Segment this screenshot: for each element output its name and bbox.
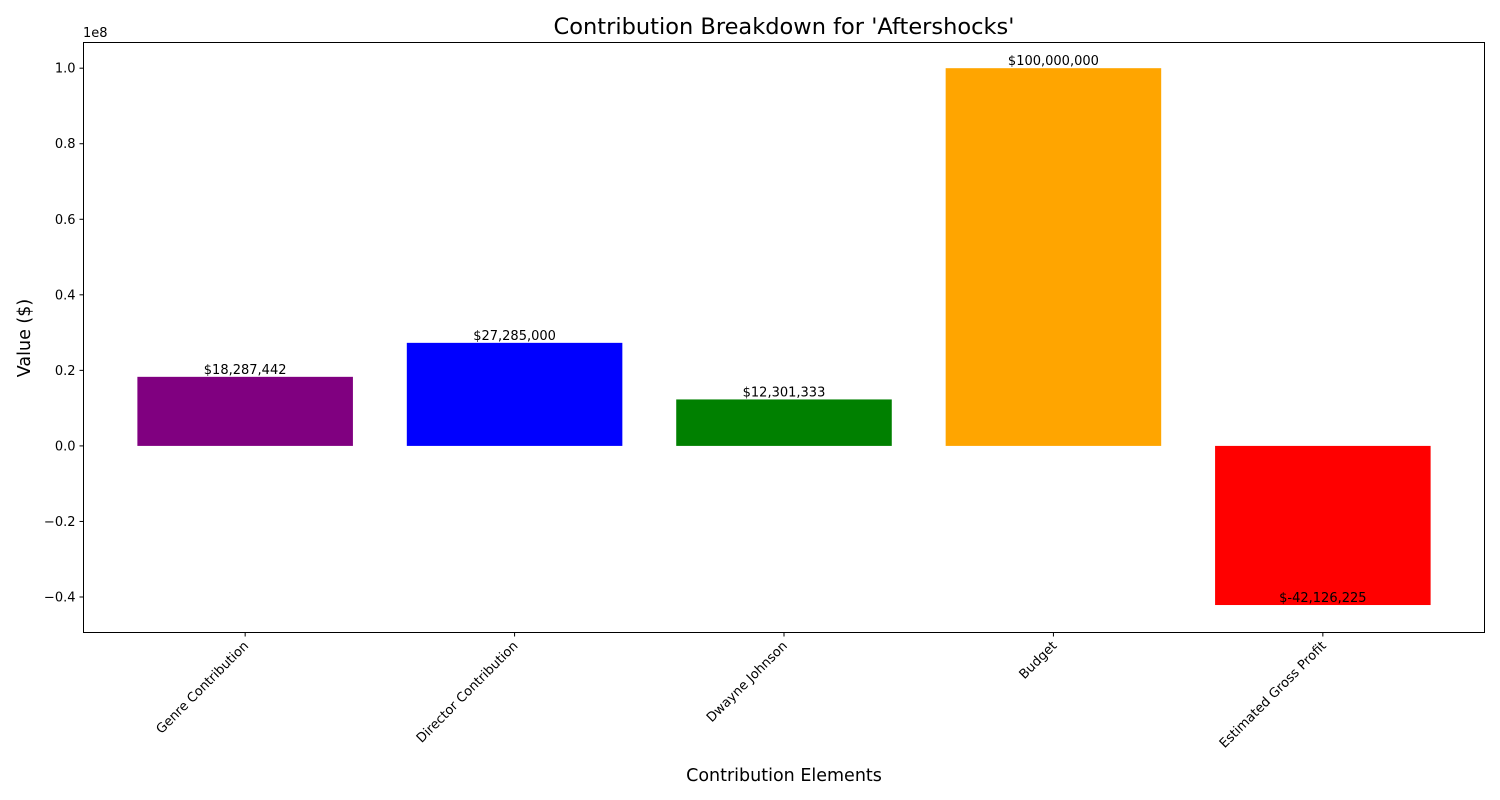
y-tick-label: 0.0 bbox=[55, 439, 76, 454]
y-tick-label: 0.8 bbox=[55, 137, 76, 152]
x-axis-label: Contribution Elements bbox=[686, 766, 882, 786]
bar bbox=[1215, 445, 1431, 606]
y-axis-scale-label: 1e8 bbox=[83, 26, 108, 41]
bar-value-label: $18,287,442 bbox=[204, 363, 287, 378]
y-tick-label: 0.6 bbox=[55, 213, 76, 228]
bar-value-label: $-42,126,225 bbox=[1279, 591, 1366, 606]
bar bbox=[406, 342, 623, 446]
plot-area-frame bbox=[83, 42, 1485, 633]
x-tick-label: Budget bbox=[1017, 639, 1061, 683]
chart-title: Contribution Breakdown for 'Aftershocks' bbox=[554, 14, 1015, 40]
bar-value-label: $27,285,000 bbox=[473, 329, 556, 344]
y-tick-label: −0.4 bbox=[44, 590, 76, 605]
x-tick-label: Estimated Gross Profit bbox=[1217, 639, 1330, 752]
y-tick-label: 0.4 bbox=[55, 288, 76, 303]
bar-value-labels: $18,287,442 $27,285,000 $12,301,333 $100,00… bbox=[204, 54, 1367, 606]
y-tick-label: 1.0 bbox=[55, 62, 76, 77]
y-tick-label: 0.2 bbox=[55, 364, 76, 379]
bar bbox=[137, 376, 353, 446]
bar bbox=[676, 399, 892, 446]
x-tick-label: Director Contribution bbox=[414, 639, 522, 747]
bar-value-label: $12,301,333 bbox=[743, 385, 826, 400]
y-axis-label: Value ($) bbox=[15, 299, 35, 377]
y-tick-label: −0.2 bbox=[44, 515, 76, 530]
bar bbox=[945, 68, 1162, 446]
bars bbox=[137, 68, 1431, 606]
x-tick-label: Genre Contribution bbox=[154, 639, 252, 737]
bar-value-label: $100,000,000 bbox=[1008, 54, 1099, 69]
x-tick-label: Dwayne Johnson bbox=[704, 639, 791, 726]
x-axis-ticks: Genre Contribution Director Contribution D… bbox=[154, 632, 1330, 752]
y-axis-ticks: −0.4 −0.2 0.0 0.2 0.4 0.6 0.8 1.0 bbox=[44, 62, 84, 605]
